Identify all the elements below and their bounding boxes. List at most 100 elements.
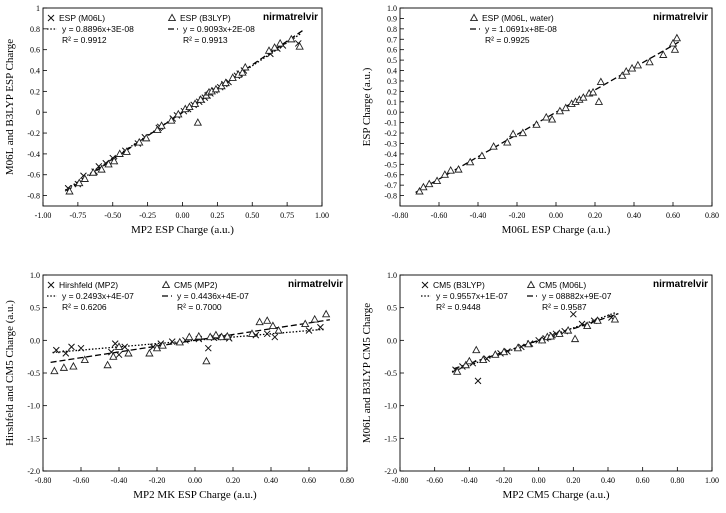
x-tick-label: -1.00 [35,211,52,220]
data-point-s1 [425,179,434,188]
data-point-s2 [196,95,205,103]
legend-label-1: Hirshfeld (MP2) [59,280,118,290]
x-axis-label: MP2 ESP Charge (a.u.) [131,224,234,236]
data-point-s2 [499,347,509,356]
x-tick-label: -0.20 [496,476,513,485]
y-tick-label: 0.6 [30,46,40,55]
x-tick-label: -0.40 [461,476,478,485]
y-tick-label: 0.5 [387,304,397,313]
x-tick-label: -0.25 [139,211,156,220]
data-point-s2 [89,168,98,176]
y-tick-label: -0.8 [27,192,40,201]
y-tick-label: 0.5 [387,56,397,65]
y-tick-label: 0.3 [387,77,397,86]
x-tick-label: -0.60 [426,476,443,485]
data-point-s2 [157,121,166,129]
x-tick-label: 0.50 [245,211,259,220]
fit-r2-1: R² = 0.9448 [436,302,481,312]
data-point-s2 [142,133,151,142]
x-tick-label: -0.20 [149,476,166,485]
y-tick-label: 1.0 [30,271,40,280]
data-point-s2 [153,125,162,133]
data-point-s1 [670,45,680,53]
y-tick-label: -0.2 [384,129,397,138]
y-tick-label: 1.0 [387,4,397,13]
legend-marker-1 [421,281,429,289]
x-tick-label: 0.80 [340,476,354,485]
fit-equation-2: y = 0.9093x+2E-08 [183,24,255,34]
data-point-s2 [152,343,162,352]
data-point-s2 [570,334,580,343]
data-point-s2 [202,356,211,365]
data-point-s2 [274,325,283,334]
x-tick-label: 0.80 [705,211,719,220]
molecule-annotation: nirmatrelvir [263,12,318,23]
y-tick-label: 0.8 [30,25,40,34]
data-point-s2 [593,316,602,324]
legend-marker-1 [47,14,55,22]
y-tick-label: -0.5 [384,160,397,169]
y-tick-label: -0.7 [384,181,397,190]
data-point-s2 [221,78,230,87]
data-point-s2 [65,186,74,195]
y-axis-label: ESP Charge (a.u.) [361,67,373,146]
x-axis-label: MP2 MK ESP Charge (a.u.) [133,489,257,501]
data-point-s2 [583,321,592,330]
data-point-s2 [103,360,112,369]
data-point-s1 [547,114,557,123]
fit-equation-1: y = 1.0691x+8E-08 [485,24,557,34]
y-tick-label: -0.5 [384,369,397,378]
data-point-s1 [627,63,637,72]
y-axis-label: M06L and B3LYP ESP Charge [4,39,16,175]
data-point-s2 [238,68,247,76]
data-point-s2 [109,156,119,165]
data-point-s2 [465,356,474,365]
x-tick-label: 0.20 [566,476,580,485]
data-point-s2 [287,34,296,43]
legend-label-1: CM5 (B3LYP) [433,280,485,290]
data-point-s1 [305,327,313,334]
legend-label-2: CM5 (MP2) [174,280,218,290]
x-axis-label: MP2 CM5 Charge (a.u.) [502,489,609,501]
data-point-s2 [270,43,279,51]
fit-r2-1: R² = 0.9912 [62,35,107,45]
y-axis-label: M06L and B3LYP CM5 Charge [361,303,373,443]
y-tick-label: 0.4 [30,67,40,76]
y-tick-label: 0.5 [30,304,40,313]
data-point-s1 [622,67,631,75]
data-point-s2 [321,309,331,318]
data-point-s2 [185,332,194,341]
x-tick-label: 0.60 [666,211,680,220]
data-point-s2 [461,360,471,369]
y-tick-label: -0.6 [384,171,397,180]
legend-label-2: CM5 (M06L) [539,280,586,290]
fit-equation-2: y = 0.4436x+4E-07 [177,291,249,301]
data-point-s2 [114,342,124,350]
data-point-s2 [190,99,200,107]
data-point-s2 [555,329,564,337]
fit-r2-2: R² = 0.9913 [183,35,228,45]
data-point-s2 [80,355,89,363]
fit-equation-1: y = 0.8896x+3E-08 [62,24,134,34]
y-tick-label: 0.0 [387,108,397,117]
data-point-s1 [454,164,463,173]
data-point-s2 [50,366,59,375]
data-point-s1 [474,377,482,385]
data-point-s1 [645,57,654,66]
data-point-s1 [588,87,598,96]
x-axis-label: M06L ESP Charge (a.u.) [502,224,611,236]
chart-panel-3: -0.80 -0.60 -0.40 -0.20 0.00 0.20 0.40 0.60 0.80… [4,271,354,501]
data-point-s1 [594,97,604,105]
data-point-s1 [432,176,442,185]
data-point-s2 [145,348,154,357]
x-tick-label: 0.25 [210,211,224,220]
x-tick-label: 0.75 [280,211,294,220]
y-tick-label: -0.1 [384,119,397,128]
fit-equation-2: y = 08882x+9E-07 [542,291,612,301]
fit-r2-2: R² = 0.7000 [177,302,222,312]
x-tick-label: 0.80 [670,476,684,485]
data-point-s1 [659,50,668,58]
x-tick-label: 0.60 [636,476,650,485]
legend-marker-2 [161,280,171,289]
data-point-s2 [115,149,124,157]
